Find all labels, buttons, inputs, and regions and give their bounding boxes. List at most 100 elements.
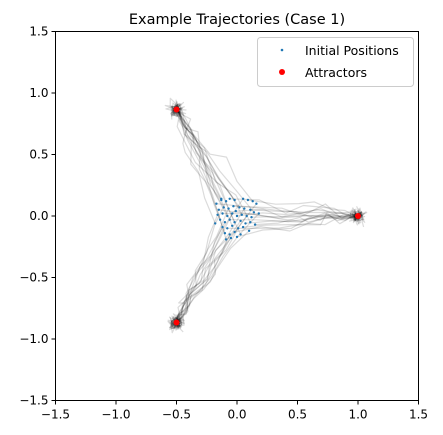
- initial-position-point: [239, 219, 242, 223]
- initial-position-point: [223, 221, 227, 224]
- y-tick-label: 1.5: [29, 25, 48, 39]
- initial-position-point: [235, 235, 239, 239]
- trajectory-line: [171, 101, 222, 200]
- trajectory-line: [174, 198, 244, 328]
- trajectory-line: [247, 199, 365, 228]
- trajectory-line: [173, 226, 224, 329]
- initial-position-point: [252, 211, 256, 214]
- initial-position-point: [218, 218, 222, 221]
- legend-attractors-label: Attractors: [305, 65, 367, 80]
- legend-box: [257, 37, 414, 87]
- legend-attractors-marker: [279, 69, 285, 75]
- attractor-cluster-line: [176, 105, 181, 117]
- trajectory-line: [233, 205, 359, 221]
- y-tick-label: −0.5: [19, 271, 48, 285]
- initial-position-point: [226, 227, 229, 230]
- trajectory-line: [170, 108, 254, 202]
- initial-position-point: [231, 212, 234, 215]
- trajectory-line: [171, 208, 230, 333]
- trajectory-line: [170, 103, 226, 234]
- initial-position-point: [224, 200, 228, 203]
- initial-position-point: [241, 225, 245, 229]
- initial-position-point: [228, 197, 231, 200]
- initial-positions-series: [214, 197, 260, 241]
- initial-position-point: [231, 224, 234, 227]
- x-axis: −1.5 −1.0 −0.5 0.0 0.5 1.0 1.5: [41, 400, 428, 422]
- initial-position-point: [228, 218, 231, 221]
- trajectory-line: [245, 210, 363, 224]
- x-tick-label: −1.5: [41, 408, 70, 422]
- initial-position-point: [233, 198, 236, 202]
- attractor-cluster-line: [352, 213, 364, 219]
- trajectory-line: [234, 214, 360, 233]
- initial-position-point: [214, 222, 217, 225]
- trajectory-line: [167, 230, 250, 329]
- x-tick-label: 0.5: [288, 408, 307, 422]
- trajectory-line: [172, 105, 240, 208]
- attractor-point: [173, 106, 180, 113]
- chart-title: Example Trajectories (Case 1): [129, 12, 345, 28]
- initial-position-point: [220, 197, 223, 200]
- trajectory-line: [235, 208, 363, 222]
- initial-position-point: [235, 214, 239, 218]
- initial-position-point: [243, 207, 246, 210]
- initial-position-point: [250, 216, 253, 219]
- trajectory-line: [236, 209, 368, 219]
- trajectory-line: [171, 108, 228, 217]
- initial-position-point: [251, 200, 254, 203]
- trajectory-line: [174, 103, 216, 224]
- x-tick-label: 0.0: [227, 408, 246, 422]
- initial-position-point: [217, 208, 220, 211]
- attractor-point: [173, 319, 180, 326]
- trajectory-line: [170, 228, 239, 334]
- trajectory-line: [255, 212, 362, 226]
- trajectory-line: [169, 213, 233, 330]
- initial-position-point: [239, 233, 242, 236]
- trajectory-lines: [164, 97, 368, 334]
- attractor-cluster-line: [169, 317, 180, 330]
- attractor-cluster-line: [170, 320, 177, 329]
- attractor-cluster-line: [351, 213, 361, 222]
- trajectory-line: [229, 213, 359, 223]
- trajectory-line: [222, 206, 364, 223]
- y-tick-label: 0.5: [29, 148, 48, 162]
- trajectory-line: [229, 198, 360, 226]
- trajectory-line: [169, 237, 232, 329]
- initial-position-point: [228, 233, 231, 236]
- trajectory-line: [170, 200, 227, 329]
- trajectory-line: [173, 103, 236, 223]
- initial-position-point: [233, 230, 236, 234]
- initial-position-point: [241, 197, 245, 200]
- trajectory-line: [171, 105, 233, 227]
- initial-position-point: [237, 227, 240, 230]
- initial-position-point: [234, 209, 237, 213]
- trajectory-line: [227, 209, 366, 229]
- attractor-point: [355, 213, 361, 219]
- initial-position-point: [238, 206, 241, 209]
- trajectory-line: [169, 208, 245, 331]
- x-tick-label: −0.5: [162, 408, 191, 422]
- trajectory-line: [170, 103, 236, 201]
- initial-position-point: [244, 222, 247, 225]
- trajectory-line: [172, 108, 251, 223]
- initial-position-point: [253, 223, 257, 226]
- trajectory-line: [171, 215, 248, 329]
- x-tick-label: −1.0: [101, 408, 130, 422]
- initial-position-point: [216, 213, 219, 216]
- y-axis: −1.5 −1.0 −0.5 0.0 0.5 1.0 1.5: [19, 25, 56, 408]
- initial-position-point: [227, 207, 230, 210]
- initial-position-point: [257, 212, 260, 215]
- initial-position-point: [222, 206, 225, 209]
- initial-position-point: [226, 214, 229, 218]
- trajectory-line: [172, 221, 226, 326]
- initial-position-point: [246, 198, 250, 202]
- initial-position-point: [249, 221, 252, 224]
- y-tick-label: −1.0: [19, 332, 48, 346]
- initial-position-point: [221, 225, 224, 229]
- trajectory-line: [170, 214, 219, 327]
- trajectory-line: [250, 207, 363, 221]
- y-tick-label: −1.5: [19, 394, 48, 408]
- trajectory-line: [165, 104, 242, 235]
- attractor-cluster-line: [354, 210, 364, 222]
